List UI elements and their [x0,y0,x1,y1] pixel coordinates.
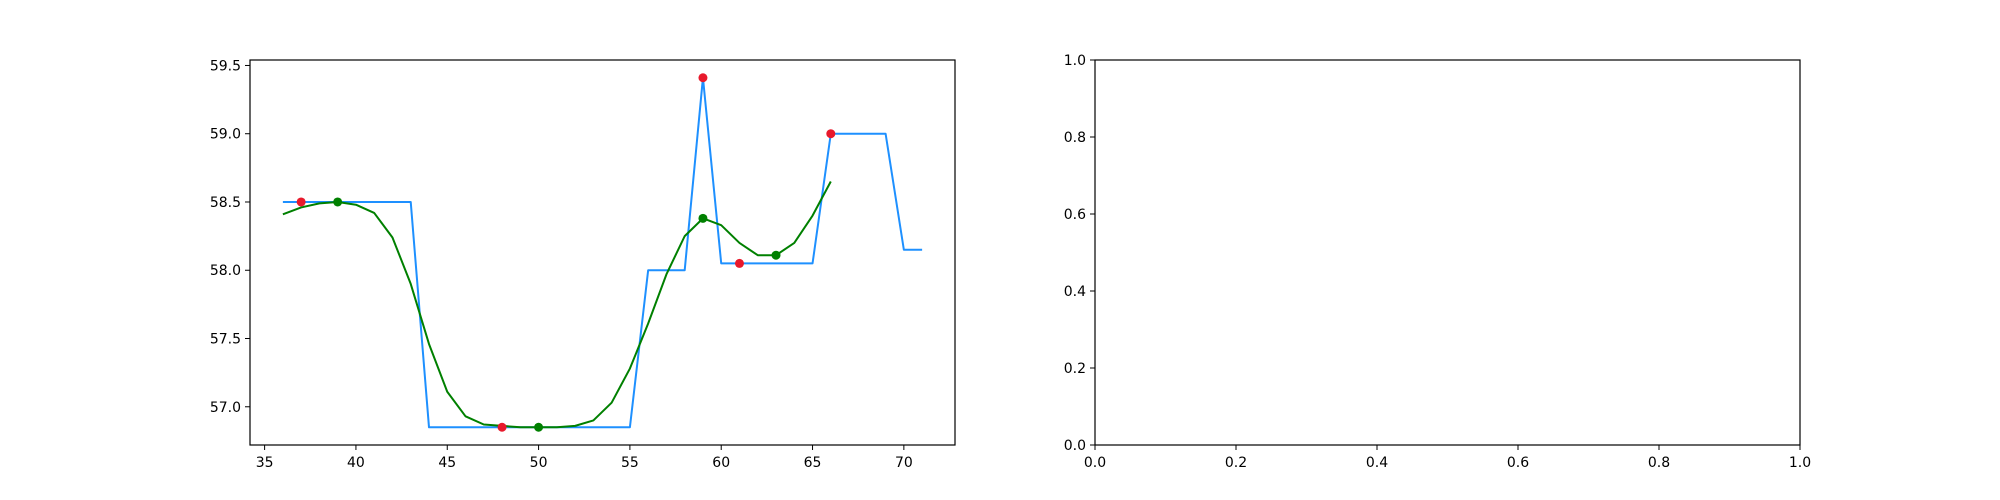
data-point-s2-1 [497,422,507,432]
left-chart-panel: 35 40 45 50 55 60 65 70 57.0 57.5 58.0 58.5 59.0 59.5 [210,58,956,471]
right-chart-panel: 0.0 0.2 0.4 0.6 0.8 1.0 0.0 0.2 0.4 0.6 0.8 1.0 [1064,53,1811,471]
data-point-s2-2 [698,73,708,83]
axes-frame [1094,59,1801,446]
y-tick-label-0: 0.0 [1064,438,1086,454]
x-tick-label-7: 70 [895,455,913,471]
x-tick-label-2: 45 [438,455,456,471]
data-point-s3-1 [534,422,544,432]
data-point-s2-3 [734,258,744,268]
y-tick-label-5: 59.5 [210,58,241,74]
y-tick-label-1: 57.5 [210,332,241,348]
y-tick-label-3: 0.6 [1064,207,1086,223]
x-tick-label-1: 40 [347,455,365,471]
x-tick-label-0: 0.0 [1084,455,1106,471]
y-tick-label-4: 59.0 [210,127,241,143]
data-point-s2-0 [296,197,306,207]
x-tick-label-5: 1.0 [1789,455,1811,471]
x-tick-label-3: 50 [530,455,548,471]
y-tick-label-0: 57.0 [210,400,241,416]
data-point-s3-2 [698,213,708,223]
x-tick-label-0: 35 [256,455,274,471]
data-point-s3-3 [771,250,781,260]
x-tick-label-1: 0.2 [1225,455,1247,471]
x-tick-label-4: 55 [621,455,639,471]
x-tick-label-3: 0.6 [1507,455,1529,471]
series-line-1 [282,181,832,429]
axes-frame [249,59,956,446]
y-tick-label-3: 58.5 [210,195,241,211]
y-tick-label-1: 0.2 [1064,361,1086,377]
x-tick-label-2: 0.4 [1366,455,1388,471]
x-tick-label-6: 65 [804,455,822,471]
y-tick-label-2: 58.0 [210,263,241,279]
x-tick-label-4: 0.8 [1648,455,1670,471]
series-line-0 [282,76,923,429]
y-tick-label-2: 0.4 [1064,284,1086,300]
data-point-s3-0 [333,197,343,207]
y-tick-label-4: 0.8 [1064,130,1086,146]
data-point-s2-4 [826,129,836,139]
y-tick-label-5: 1.0 [1064,53,1086,69]
x-tick-label-5: 60 [712,455,730,471]
